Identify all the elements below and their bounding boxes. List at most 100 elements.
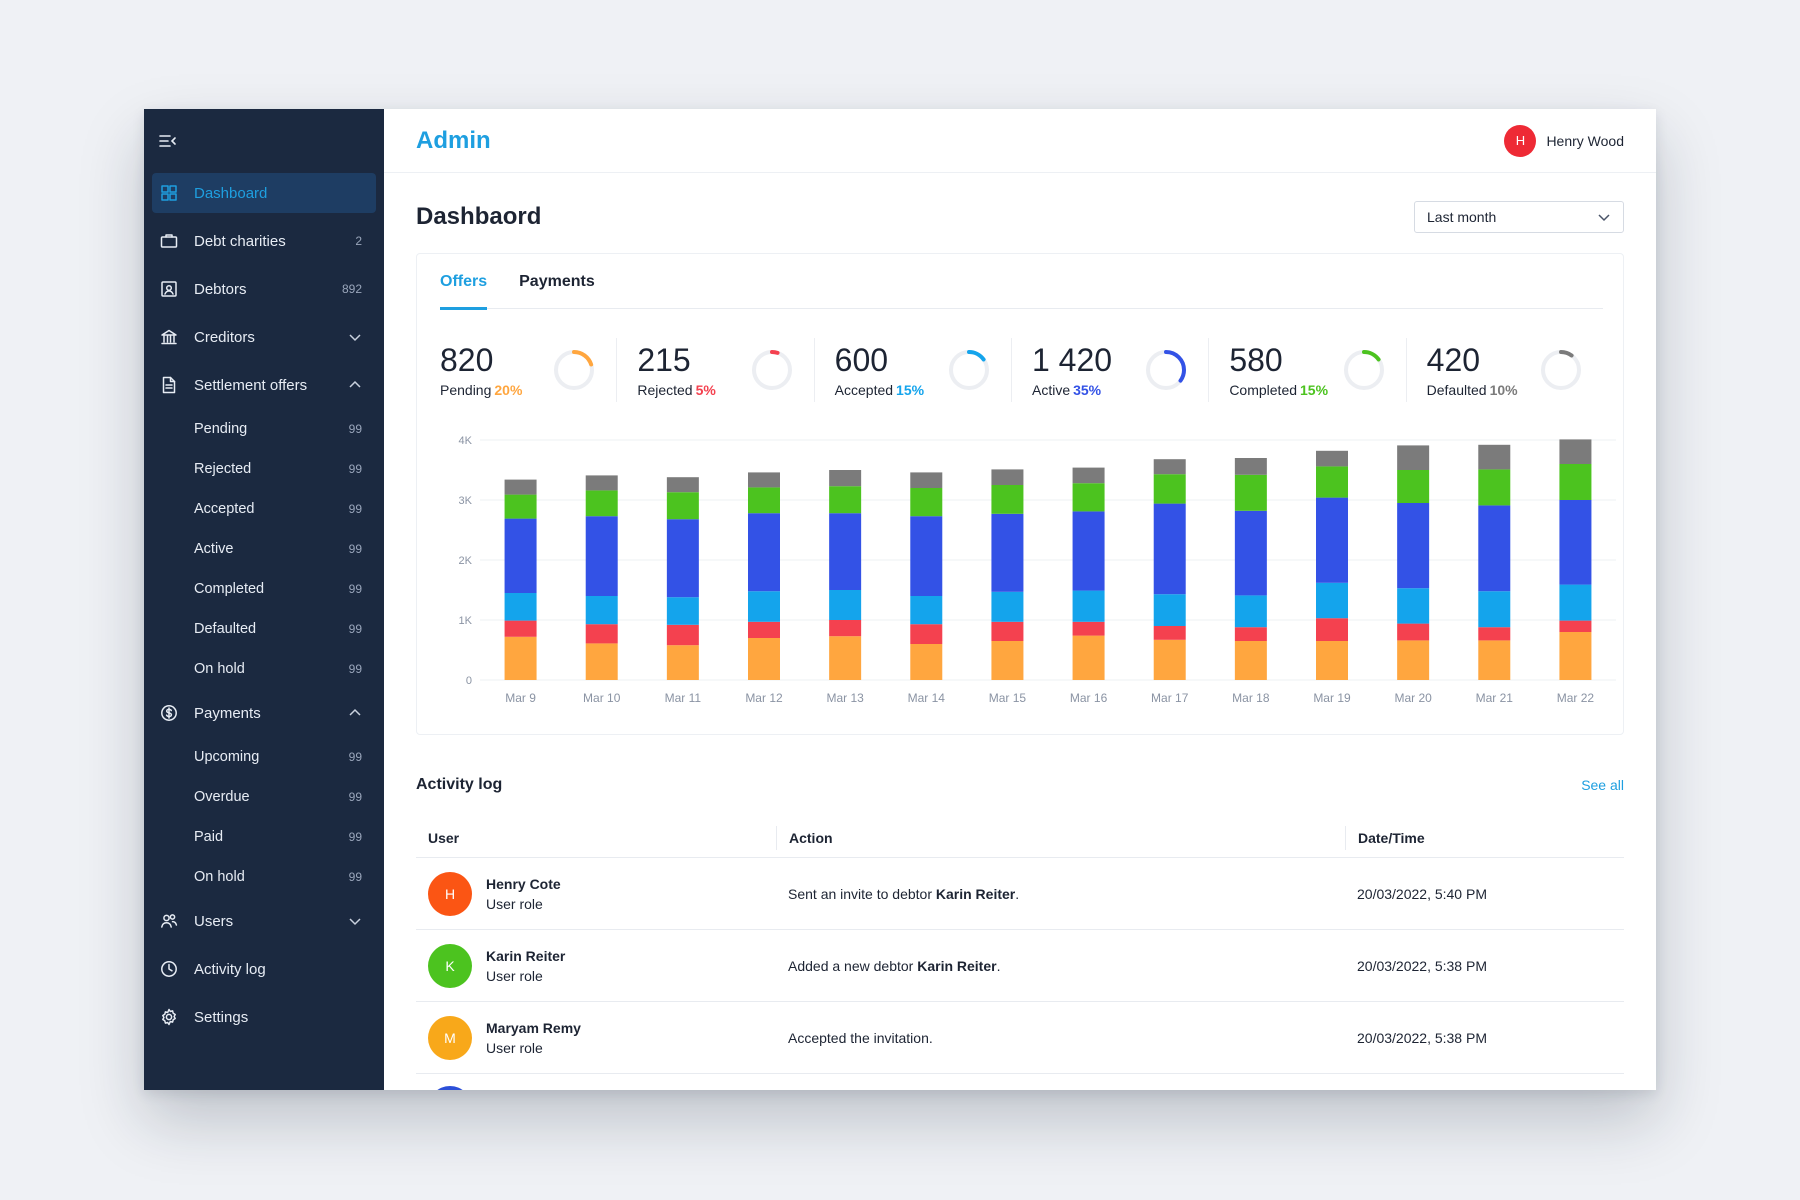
- bank-icon: [160, 328, 178, 346]
- bar-segment: [1153, 639, 1186, 680]
- table-row[interactable]: H Henry Cote User role Sent an invite to de…: [416, 858, 1624, 930]
- bar-segment: [1559, 632, 1592, 680]
- sidebar-item-label: Users: [194, 912, 234, 930]
- bar-segment: [748, 487, 780, 514]
- sidebar-subitem-defaulted[interactable]: Defaulted 99: [152, 609, 376, 649]
- bar-segment: [1153, 459, 1186, 475]
- sidebar-item-debt-charities[interactable]: Debt charities 2: [152, 217, 376, 265]
- action-text: Accepted the invitation.: [788, 1029, 933, 1046]
- chevron-up-icon[interactable]: [348, 378, 362, 392]
- sidebar-subitem-accepted[interactable]: Accepted 99: [152, 489, 376, 529]
- sidebar-subitem-label: Overdue: [194, 789, 250, 805]
- stat-label: Accepted: [834, 382, 894, 398]
- tab-bar: Offers Payments: [440, 254, 1603, 310]
- sidebar-subitem-upcoming[interactable]: Upcoming 99: [152, 737, 376, 777]
- progress-ring-fill: [751, 350, 792, 390]
- bar-segment: [991, 641, 1024, 680]
- sidebar-subitem-on-hold[interactable]: On hold 99: [152, 649, 376, 689]
- stat-text: 600 Accepted 15%: [835, 342, 947, 398]
- cell-action: Accepted the invitation.: [776, 1030, 1345, 1046]
- sidebar-subitem-count: 99: [348, 830, 362, 844]
- bar-segment: [1153, 626, 1186, 640]
- y-tick-label: 3K: [459, 495, 473, 507]
- clock-icon: [160, 960, 178, 978]
- bar-segment: [1397, 623, 1430, 641]
- sidebar-item-creditors[interactable]: Creditors: [152, 313, 376, 361]
- sidebar-item-users[interactable]: Users: [152, 897, 376, 945]
- activity-table: User Action Date/Time H Henry Cote User ro…: [416, 818, 1624, 1090]
- stat-text: 1 420 Active 35%: [1032, 342, 1144, 398]
- bar-segment: [829, 620, 862, 637]
- bar-segment: [1234, 458, 1267, 475]
- sidebar-item-label: Activity log: [194, 960, 266, 978]
- x-tick-label: Mar 22: [1557, 691, 1595, 705]
- x-tick-label: Mar 16: [1070, 691, 1108, 705]
- avatar: M: [428, 1015, 472, 1060]
- page-title: Dashbaord: [416, 203, 542, 230]
- stat-label-line: Defaulted 10%: [1427, 382, 1539, 398]
- sidebar-item-debtors[interactable]: Debtors 892: [152, 265, 376, 313]
- bar-segment: [585, 643, 618, 680]
- chevron-down-icon[interactable]: [348, 914, 362, 928]
- x-tick-label: Mar 14: [908, 691, 946, 705]
- stat-pending: 820 Pending 20%: [440, 338, 618, 402]
- collapse-sidebar-icon[interactable]: [158, 131, 178, 151]
- cell-action: Sent an invite to debtor Karin Reiter.: [776, 886, 1345, 902]
- sidebar-item-label: Settlement offers: [194, 376, 308, 394]
- sidebar-item-activity-log[interactable]: Activity log: [152, 945, 376, 993]
- offers-bar-chart: 0 1K 2K 3K 4K Mar 9 Mar 10 Mar 11 Mar 12 Mar 13 Ma…: [459, 435, 1616, 705]
- x-tick-label: Mar 19: [1313, 691, 1351, 705]
- see-all-link[interactable]: See all: [1581, 777, 1624, 793]
- sidebar-subitem-rejected[interactable]: Rejected 99: [152, 449, 376, 489]
- x-tick-label: Mar 17: [1151, 691, 1189, 705]
- x-tick-label: Mar 11: [665, 691, 702, 705]
- sidebar-subitem-overdue[interactable]: Overdue 99: [152, 777, 376, 817]
- sidebar-item-settlement-offers[interactable]: Settlement offers: [152, 361, 376, 409]
- sidebar-subitem-paid[interactable]: Paid 99: [152, 817, 376, 857]
- y-tick-label: 4K: [459, 435, 473, 447]
- bar-segment: [1559, 500, 1592, 585]
- sidebar-item-settings[interactable]: Settings: [152, 993, 376, 1041]
- bar-segment: [1316, 497, 1348, 583]
- column-header-action: Action: [776, 825, 1345, 850]
- sidebar-item-dashboard[interactable]: Dashboard: [152, 173, 376, 213]
- tab-offers[interactable]: Offers: [440, 254, 488, 310]
- table-row[interactable]: M Maryam Remy User role Accepted the invita…: [416, 1002, 1624, 1074]
- sidebar-subitem-count: 99: [348, 662, 362, 676]
- stat-label-line: Rejected 5%: [637, 382, 749, 398]
- sidebar-subitem-label: Defaulted: [194, 621, 257, 637]
- user-menu[interactable]: H Henry Wood: [1504, 124, 1624, 157]
- sidebar-item-payments[interactable]: Payments: [152, 689, 376, 737]
- sidebar-subitem-pending[interactable]: Pending 99: [152, 409, 376, 449]
- chevron-down-icon[interactable]: [348, 330, 362, 344]
- table-body: H Henry Cote User role Sent an invite to de…: [416, 858, 1624, 1074]
- sidebar-subitem-completed[interactable]: Completed 99: [152, 569, 376, 609]
- cell-action: Added a new debtor Karin Reiter.: [776, 958, 1345, 974]
- sidebar-subitem-active[interactable]: Active 99: [152, 529, 376, 569]
- sidebar-item-label: Dashboard: [194, 184, 268, 202]
- progress-ring-fill: [1343, 350, 1384, 390]
- sidebar-item-label: Creditors: [194, 328, 255, 346]
- period-select[interactable]: Last month: [1414, 201, 1624, 233]
- stats-row: 820 Pending 20% 215 Rejected 5% 600 Accepted 15%…: [440, 338, 1603, 402]
- bar-segment: [1478, 627, 1511, 641]
- bar-segment: [991, 469, 1024, 485]
- activity-title: Activity log: [416, 776, 503, 793]
- sidebar-subitem-on-hold[interactable]: On hold 99: [152, 857, 376, 897]
- chevron-up-icon[interactable]: [348, 706, 362, 720]
- bar-segment: [910, 624, 943, 644]
- bar-segment: [1072, 483, 1105, 512]
- table-row[interactable]: K Karin Reiter User role Added a new debtor…: [416, 930, 1624, 1002]
- tab-payments[interactable]: Payments: [519, 272, 595, 290]
- top-bar: Admin H Henry Wood: [384, 109, 1656, 173]
- stat-defaulted: 420 Defaulted 10%: [1427, 338, 1603, 402]
- bar-segment: [1234, 474, 1267, 511]
- briefcase-icon: [160, 232, 178, 250]
- bar-segment: [1559, 439, 1592, 464]
- x-tick-label: Mar 12: [745, 691, 783, 705]
- stat-value: 580: [1229, 342, 1283, 378]
- gear-icon: [160, 1008, 178, 1026]
- bar-segment: [1316, 466, 1348, 498]
- x-tick-label: Mar 18: [1232, 691, 1270, 705]
- chevron-down-icon: [1598, 214, 1610, 222]
